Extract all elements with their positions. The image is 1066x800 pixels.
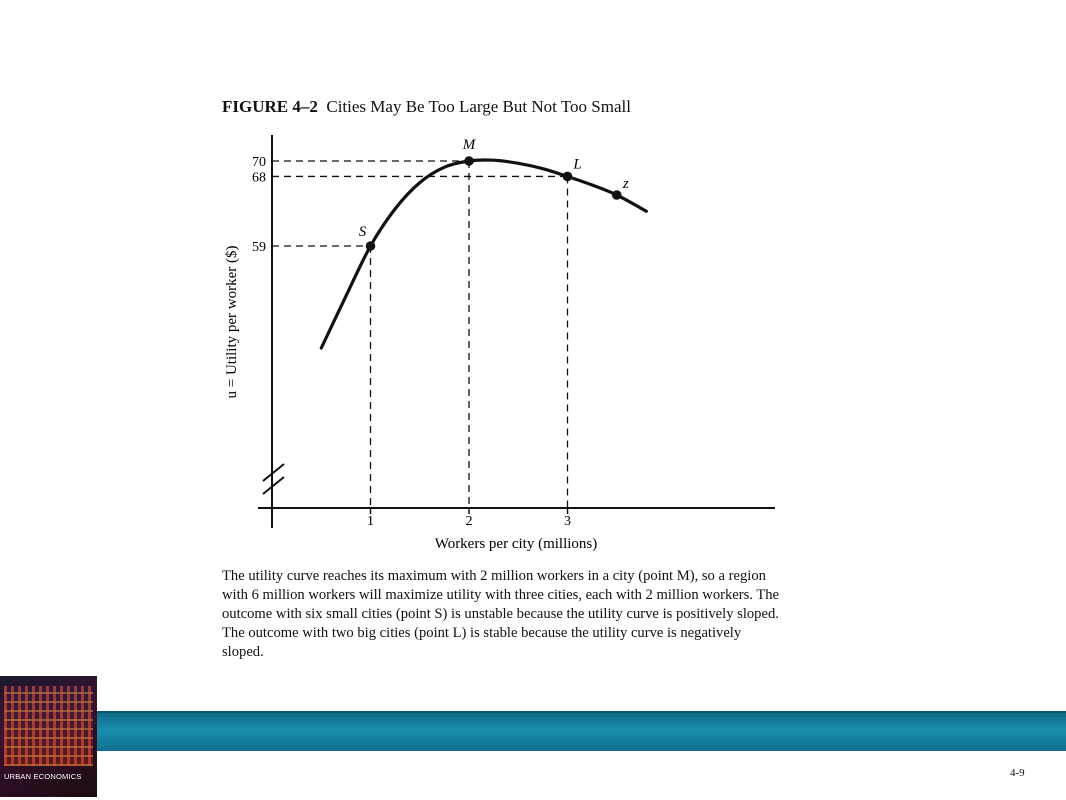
- figure-title-text: Cities May Be Too Large But Not Too Smal…: [326, 97, 631, 116]
- point-label-l: L: [572, 156, 581, 172]
- x-tick-label: 2: [466, 514, 473, 529]
- point-label-m: M: [462, 137, 477, 153]
- guide-lines: [272, 160, 569, 508]
- city-lights-image: [4, 686, 93, 766]
- axis-break-mark: [262, 476, 285, 495]
- x-tick-label: 1: [367, 514, 374, 529]
- book-title: URBAN ECONOMICS: [4, 772, 82, 781]
- axis-break-mark: [262, 463, 285, 482]
- axes: [258, 135, 775, 528]
- y-tick-label: 68: [252, 170, 266, 185]
- footer-banner: [0, 711, 1066, 751]
- point-s: [365, 241, 376, 251]
- figure-number: FIGURE 4–2: [222, 97, 318, 116]
- figure-caption: The utility curve reaches its maximum wi…: [222, 567, 782, 662]
- y-axis-label: u = Utility per worker ($): [224, 245, 240, 398]
- point-l: [562, 171, 573, 182]
- point-label-z: z: [622, 176, 629, 192]
- y-tick-label: 59: [252, 240, 266, 255]
- slide-number: 4-9: [1010, 767, 1025, 779]
- x-axis-label: Workers per city (millions): [435, 536, 598, 552]
- figure-title: FIGURE 4–2 Cities May Be Too Large But N…: [222, 97, 631, 117]
- book-cover: URBAN ECONOMICS: [0, 676, 97, 797]
- caption-text: The utility curve reaches its maximum wi…: [222, 568, 780, 660]
- point-z: [611, 190, 622, 200]
- curve-points: S M Lz: [359, 137, 629, 251]
- point-m: [464, 156, 474, 166]
- point-label-s: S: [359, 224, 367, 240]
- y-tick-label: 70: [252, 155, 266, 170]
- x-tick-label: 3: [564, 514, 571, 529]
